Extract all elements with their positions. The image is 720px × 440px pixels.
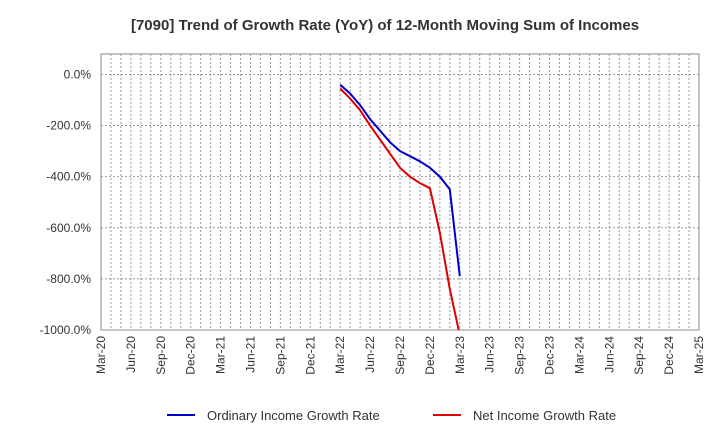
series-layer xyxy=(339,83,461,330)
x-tick-label: Sep-21 xyxy=(273,336,287,375)
x-tick-label: Dec-22 xyxy=(423,336,437,375)
y-tick-label: -800.0% xyxy=(46,272,91,286)
y-tick-label: -1000.0% xyxy=(40,323,92,337)
x-tick-label: Dec-20 xyxy=(184,336,198,375)
series-line-ordinary-income xyxy=(339,83,461,277)
legend-label: Net Income Growth Rate xyxy=(473,408,616,423)
x-tick-label: Dec-24 xyxy=(662,336,676,375)
x-tick-label: Mar-22 xyxy=(333,336,347,374)
y-tick-label: -200.0% xyxy=(46,119,91,133)
x-tick-label: Jun-22 xyxy=(363,336,377,373)
legend-label: Ordinary Income Growth Rate xyxy=(207,408,380,423)
x-tick-label: Sep-22 xyxy=(393,336,407,375)
x-tick-label: Dec-21 xyxy=(303,336,317,375)
legend: Ordinary Income Growth Rate Net Income Gr… xyxy=(167,408,616,423)
x-axis: Mar-20 Jun-20 Sep-20 Dec-20 Mar-21 Jun-21 Sep-… xyxy=(94,336,706,375)
x-tick-label: Mar-20 xyxy=(94,336,108,374)
x-tick-label: Jun-21 xyxy=(244,336,258,373)
x-tick-label: Mar-25 xyxy=(692,336,706,374)
y-axis: 0.0% -200.0% -400.0% -600.0% -800.0% -1000.0% xyxy=(40,67,92,337)
x-tick-label: Jun-24 xyxy=(602,336,616,373)
x-tick-label: Jun-20 xyxy=(124,336,138,373)
x-tick-label: Mar-24 xyxy=(572,336,586,374)
x-tick-label: Jun-23 xyxy=(483,336,497,373)
x-tick-label: Sep-24 xyxy=(632,336,646,375)
x-tick-label: Mar-23 xyxy=(453,336,467,374)
x-tick-label: Sep-23 xyxy=(513,336,527,375)
x-tick-label: Dec-23 xyxy=(543,336,557,375)
y-tick-label: -400.0% xyxy=(46,170,91,184)
chart-title: [7090] Trend of Growth Rate (YoY) of 12-… xyxy=(131,17,639,34)
x-tick-label: Mar-21 xyxy=(214,336,228,374)
x-tick-label: Sep-20 xyxy=(154,336,168,375)
y-tick-label: 0.0% xyxy=(64,67,92,81)
series-line-net-income xyxy=(339,87,460,330)
y-tick-label: -600.0% xyxy=(46,221,91,235)
